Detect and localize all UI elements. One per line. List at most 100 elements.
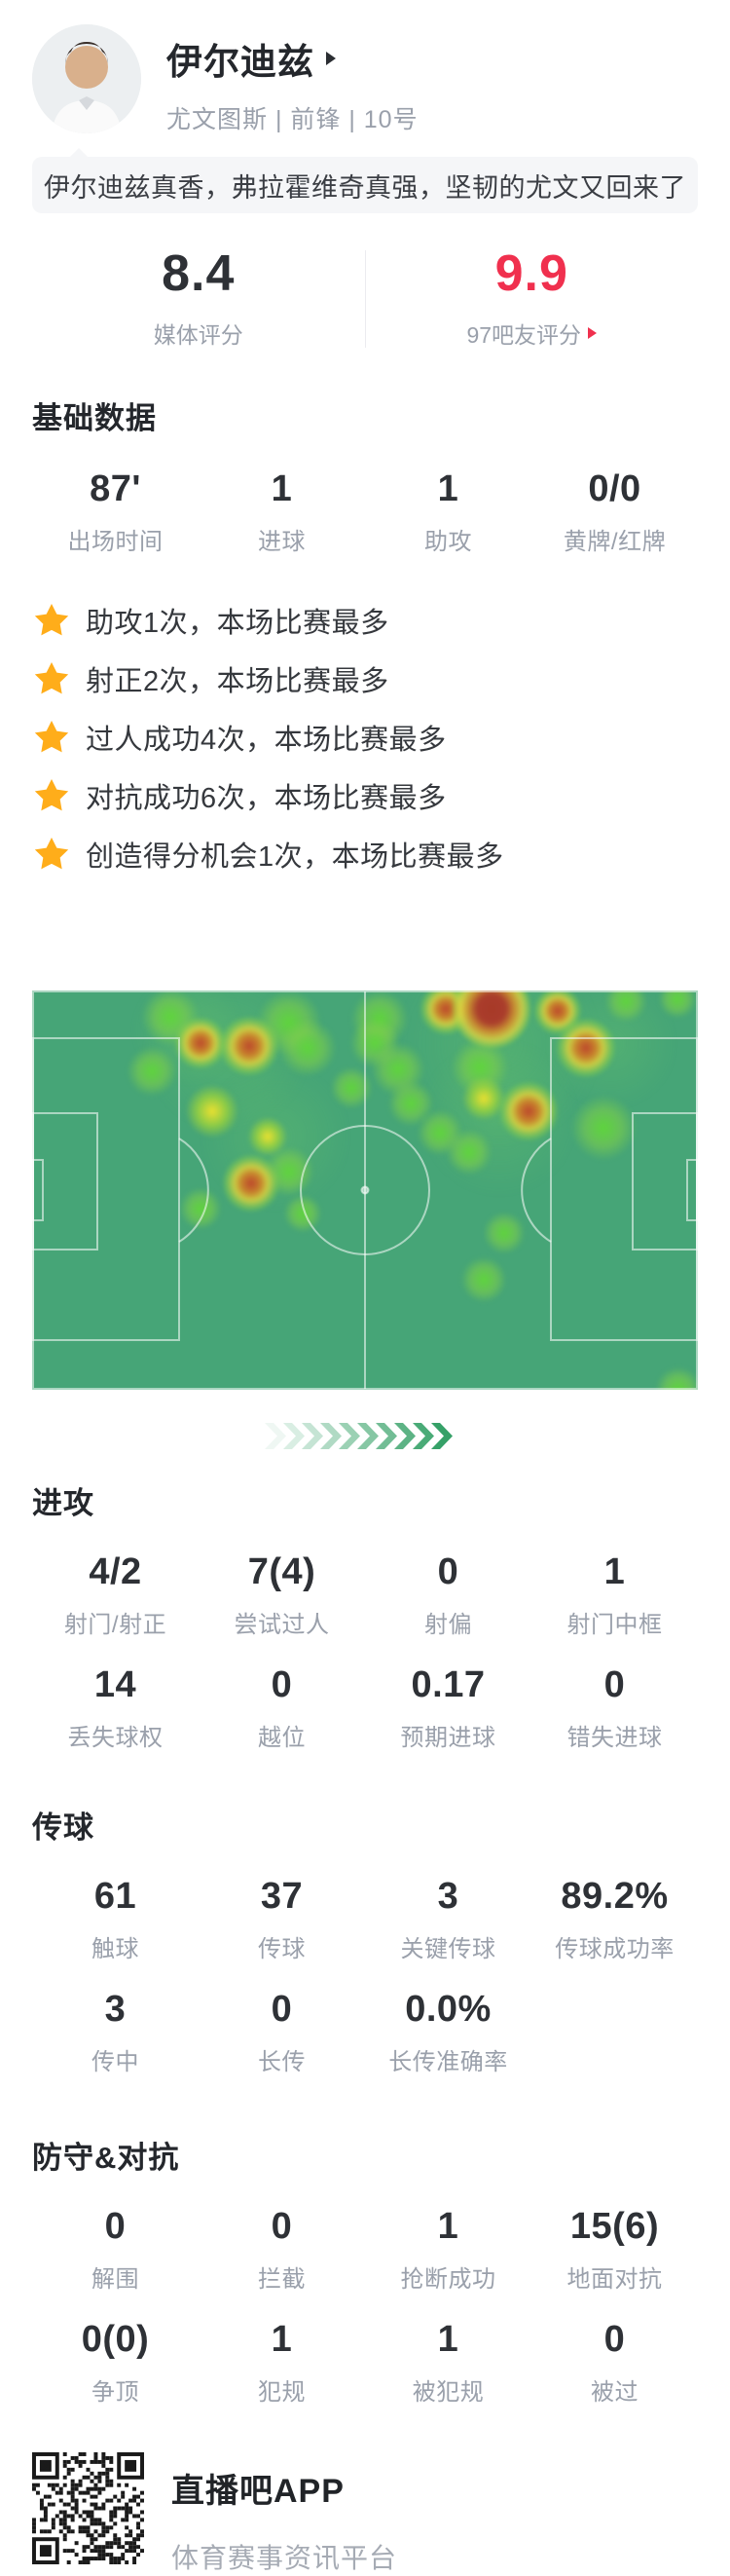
heat-spot: [446, 1129, 493, 1176]
stat-label: 触球: [91, 1936, 139, 1962]
section-attack: 进攻 4/2 射门/射正 7(4) 尝试过人 0 射偏 1 射门中框 14 丢失球权 0 越位 0.17 预…: [32, 1478, 698, 1752]
stat-label: 预期进球: [400, 1725, 496, 1751]
stat-value: 0.17: [411, 1664, 486, 1705]
heat-spot: [460, 1256, 507, 1303]
stat-label: 传中: [91, 2049, 139, 2075]
heat-spot: [127, 1046, 177, 1097]
stat-cell: 0 错失进球: [531, 1664, 698, 1752]
stat-cell: 1 射门中框: [531, 1551, 698, 1639]
stat-row: 0(0) 争顶 1 犯规 1 被犯规 0 被过: [32, 2319, 698, 2407]
stat-label: 传球: [258, 1936, 306, 1962]
stat-cell: 61 触球: [32, 1876, 199, 1963]
stat-cell: 89.2% 传球成功率: [531, 1876, 698, 1963]
stat-label: 关键传球: [400, 1936, 496, 1962]
stat-label: 拦截: [258, 2266, 306, 2293]
highlights-list: 助攻1次，本场比赛最多射正2次，本场比赛最多过人成功4次，本场比赛最多对抗成功6…: [32, 591, 698, 883]
fans-rating[interactable]: 9.9 97吧友评分: [366, 244, 699, 350]
stat-label: 尝试过人: [234, 1612, 330, 1638]
stat-cell: 0 越位: [199, 1664, 365, 1752]
stat-cell: 14 丢失球权: [32, 1664, 199, 1752]
stat-cell: 1 助攻: [365, 468, 531, 556]
media-rating-value: 8.4: [162, 245, 236, 302]
stat-value: 15(6): [569, 2206, 660, 2247]
stat-value: 0: [104, 2206, 127, 2247]
stat-label: 黄牌/红牌: [563, 529, 667, 555]
app-name: 直播吧APP: [171, 2473, 345, 2510]
chevrons-icon: [265, 1423, 453, 1449]
highlight-text: 过人成功4次，本场比赛最多: [86, 725, 447, 756]
stat-cell: 0 被过: [531, 2319, 698, 2407]
stat-label: 越位: [258, 1725, 306, 1751]
highlight-item: 过人成功4次，本场比赛最多: [32, 708, 698, 766]
heat-spot: [499, 1082, 558, 1140]
heat-spot: [283, 1194, 322, 1233]
star-icon: [34, 721, 69, 753]
section-defense: 防守&对抗 0 解围 0 拦截 1 抢断成功 15(6) 地面对抗 0(0) 争顶 1 犯规 1 被犯规 0 被…: [32, 2133, 698, 2407]
footer-text: 直播吧APP 体育赛事资讯平台: [171, 2452, 397, 2576]
stat-value: 87': [90, 468, 141, 509]
heat-spot: [462, 1077, 505, 1120]
highlight-item: 助攻1次，本场比赛最多: [32, 591, 698, 650]
stat-cell: 0.0% 长传准确率: [365, 1989, 531, 2076]
stat-value: 0: [271, 1989, 293, 2030]
stat-row: 0 解围 0 拦截 1 抢断成功 15(6) 地面对抗: [32, 2206, 698, 2294]
stat-value: 0.0%: [405, 1989, 492, 2030]
stat-cell: 3 传中: [32, 1989, 199, 2076]
heat-spot: [186, 1085, 238, 1138]
stat-value: 0(0): [81, 2319, 150, 2360]
stat-cell: 0 射偏: [365, 1551, 531, 1639]
app-description: 体育赛事资讯平台: [171, 2543, 398, 2573]
stat-label: 被过: [591, 2379, 639, 2406]
stat-row: 4/2 射门/射正 7(4) 尝试过人 0 射偏 1 射门中框: [32, 1551, 698, 1639]
player-avatar[interactable]: [32, 24, 141, 133]
stat-value: 1: [271, 2319, 293, 2360]
stat-value: 3: [104, 1989, 127, 2030]
fans-rating-text: 97吧友评分: [466, 322, 582, 348]
heat-spot: [223, 1155, 279, 1212]
stat-value: 7(4): [247, 1551, 316, 1592]
stat-row: 14 丢失球权 0 越位 0.17 预期进球 0 错失进球: [32, 1664, 698, 1752]
ratings-divider: [364, 250, 366, 348]
stat-value: 1: [603, 1551, 626, 1592]
star-icon: [34, 604, 69, 636]
chevron-right-icon: [326, 52, 336, 65]
stat-value: 0: [437, 1551, 459, 1592]
stat-value: 1: [271, 468, 293, 509]
stat-cell: 0/0 黄牌/红牌: [531, 468, 698, 556]
stat-cell: 1 被犯规: [365, 2319, 531, 2407]
arrow-right-icon: [588, 327, 598, 339]
stat-cell: 0.17 预期进球: [365, 1664, 531, 1752]
stat-value: 61: [93, 1876, 137, 1917]
heat-spot: [483, 1212, 526, 1254]
player-name-row[interactable]: 伊尔迪兹: [166, 32, 419, 85]
stat-cell: 0(0) 争顶: [32, 2319, 199, 2407]
stat-value: 3: [437, 1876, 459, 1917]
stat-value: 0: [271, 1664, 293, 1705]
stat-label: 长传准确率: [388, 2049, 508, 2075]
stat-label: 抢断成功: [400, 2266, 496, 2293]
section-title-defense: 防守&对抗: [32, 2141, 180, 2175]
attack-direction-indicator: [265, 1423, 465, 1449]
stat-value: 0: [603, 2319, 626, 2360]
highlight-text: 助攻1次，本场比赛最多: [86, 608, 389, 639]
fans-rating-value: 9.9: [494, 245, 568, 302]
stat-label: 出场时间: [67, 529, 164, 555]
stat-value: 89.2%: [561, 1876, 669, 1917]
highlight-item: 对抗成功6次，本场比赛最多: [32, 766, 698, 825]
media-rating-label: 媒体评分: [153, 322, 243, 348]
highlight-item: 射正2次，本场比赛最多: [32, 650, 698, 708]
app-footer: 直播吧APP 体育赛事资讯平台: [32, 2452, 698, 2576]
stat-label: 解围: [91, 2266, 139, 2293]
stat-cell: 1 抢断成功: [365, 2206, 531, 2294]
comment-text: 伊尔迪兹真香，弗拉霍维奇真强，坚韧的尤文又回来了: [44, 172, 686, 203]
player-header: 伊尔迪兹 尤文图斯 | 前锋 | 10号: [32, 0, 698, 135]
stat-value: 0/0: [588, 468, 641, 509]
stat-cell: 0 长传: [199, 1989, 365, 2076]
ratings-block: 8.4 媒体评分 9.9 97吧友评分: [32, 244, 698, 350]
star-icon: [34, 779, 69, 811]
pitch-lines: [32, 990, 698, 1390]
stat-label: 丢失球权: [67, 1725, 164, 1751]
player-identity: 伊尔迪兹 尤文图斯 | 前锋 | 10号: [166, 24, 419, 135]
stat-row: 3 传中 0 长传 0.0% 长传准确率: [32, 1989, 698, 2076]
